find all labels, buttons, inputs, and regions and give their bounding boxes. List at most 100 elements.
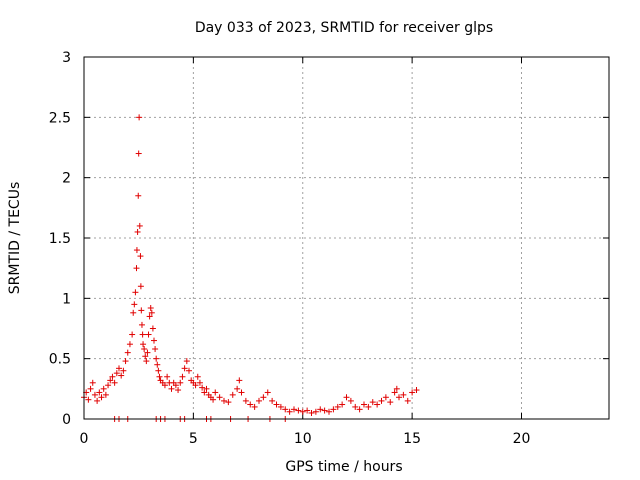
data-point bbox=[194, 373, 201, 380]
data-point bbox=[137, 283, 144, 290]
data-point bbox=[400, 391, 407, 398]
data-point bbox=[136, 114, 143, 121]
data-point bbox=[409, 389, 416, 396]
data-point bbox=[181, 365, 188, 372]
chart-title: Day 033 of 2023, SRMTID for receiver glp… bbox=[195, 20, 493, 36]
data-point bbox=[295, 407, 302, 414]
data-point bbox=[382, 394, 389, 401]
data-point bbox=[85, 396, 92, 403]
data-point bbox=[378, 397, 385, 404]
x-tick-label: 0 bbox=[80, 431, 89, 447]
data-point bbox=[199, 384, 206, 391]
data-point bbox=[396, 394, 402, 401]
data-point bbox=[203, 385, 210, 392]
data-point bbox=[130, 309, 137, 316]
data-point bbox=[413, 387, 420, 394]
data-point bbox=[236, 377, 243, 384]
x-tick-label: 5 bbox=[189, 431, 198, 447]
data-point bbox=[201, 389, 208, 396]
grid bbox=[84, 57, 609, 419]
data-point bbox=[210, 396, 217, 403]
data-point bbox=[308, 409, 315, 416]
data-point bbox=[330, 406, 337, 413]
data-point bbox=[144, 349, 151, 356]
y-tick-label: 1.5 bbox=[49, 231, 71, 247]
data-point bbox=[238, 389, 245, 396]
data-point bbox=[137, 253, 144, 260]
data-point bbox=[356, 406, 363, 413]
data-point bbox=[183, 358, 190, 365]
data-point bbox=[102, 391, 109, 398]
data-point bbox=[153, 355, 160, 362]
data-point bbox=[192, 382, 199, 389]
data-point bbox=[148, 309, 155, 316]
data-point bbox=[361, 401, 367, 408]
data-point bbox=[109, 373, 116, 380]
data-point bbox=[299, 408, 306, 415]
data-point bbox=[264, 389, 271, 396]
y-axis-title: SRMTID / TECUs bbox=[7, 182, 23, 295]
data-point bbox=[365, 403, 372, 410]
data-point bbox=[186, 367, 192, 374]
data-point bbox=[105, 382, 112, 389]
data-point bbox=[221, 397, 227, 404]
y-tick-label: 3 bbox=[62, 50, 71, 66]
data-point bbox=[168, 385, 175, 392]
data-point bbox=[107, 377, 114, 384]
data-point bbox=[147, 304, 154, 311]
data-point bbox=[138, 307, 145, 314]
data-point bbox=[151, 337, 157, 344]
y-tick-label: 0 bbox=[62, 412, 71, 428]
data-point bbox=[304, 407, 311, 414]
axes: 0 5 10 15 20 0 0.5 1 1.5 2 2.5 3 bbox=[49, 50, 609, 447]
data-point bbox=[98, 394, 105, 401]
data-point bbox=[175, 387, 182, 394]
data-point bbox=[282, 406, 289, 413]
data-point bbox=[343, 394, 350, 401]
data-point bbox=[234, 385, 241, 392]
data-point bbox=[321, 407, 328, 414]
data-point bbox=[141, 346, 148, 353]
data-point bbox=[242, 397, 249, 404]
y-tick-label: 1 bbox=[62, 291, 71, 307]
data-point bbox=[143, 358, 150, 365]
data-point bbox=[87, 385, 94, 392]
data-point bbox=[312, 408, 319, 415]
data-point bbox=[229, 391, 236, 398]
data-point bbox=[374, 401, 381, 408]
x-tick-label: 15 bbox=[403, 431, 421, 447]
data-point bbox=[179, 373, 186, 380]
data-point bbox=[387, 399, 394, 406]
data-point bbox=[129, 331, 136, 338]
data-point bbox=[334, 403, 341, 410]
data-point bbox=[94, 397, 101, 404]
data-point bbox=[96, 389, 103, 396]
x-tick-label: 10 bbox=[294, 431, 312, 447]
data-point bbox=[326, 408, 332, 415]
data-point bbox=[156, 373, 163, 380]
data-point bbox=[154, 361, 161, 368]
data-point bbox=[122, 358, 129, 365]
data-point bbox=[142, 353, 149, 360]
data-point bbox=[177, 379, 184, 386]
data-point bbox=[133, 247, 140, 254]
data-point bbox=[140, 341, 147, 348]
data-point bbox=[91, 391, 98, 398]
data-point bbox=[89, 379, 96, 386]
data-point bbox=[286, 408, 293, 415]
data-point bbox=[133, 265, 140, 272]
data-point bbox=[126, 341, 133, 348]
data-point bbox=[120, 367, 127, 374]
data-point bbox=[212, 389, 219, 396]
plot-frame bbox=[83, 56, 610, 420]
data-point bbox=[139, 331, 146, 338]
y-tick-label: 2.5 bbox=[49, 110, 71, 126]
data-point bbox=[118, 372, 125, 379]
data-point bbox=[124, 349, 131, 356]
data-point bbox=[152, 346, 159, 353]
data-point bbox=[216, 394, 223, 401]
data-point bbox=[164, 373, 171, 380]
data-point bbox=[391, 389, 398, 396]
data-point bbox=[135, 150, 142, 157]
